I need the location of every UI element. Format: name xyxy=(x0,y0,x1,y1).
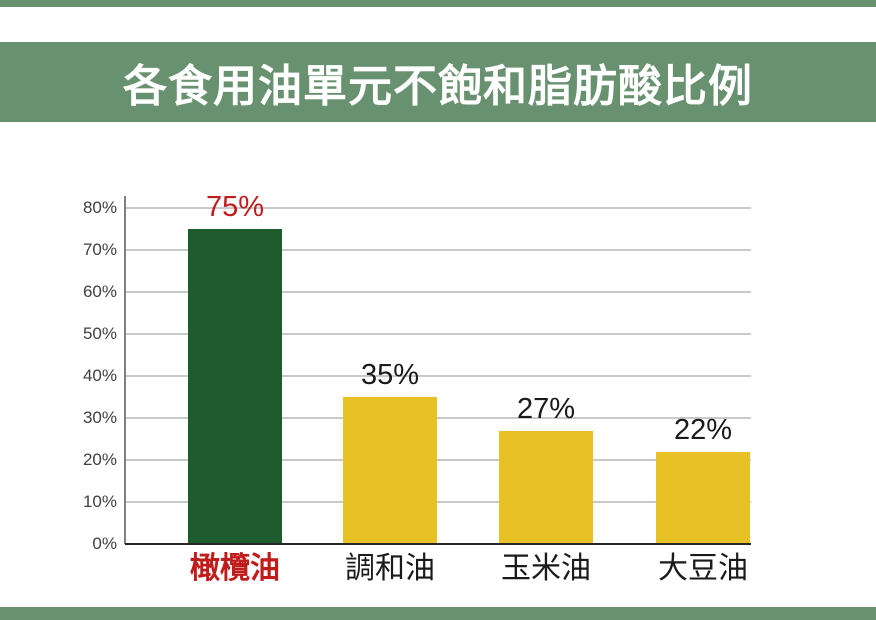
top-border-strip xyxy=(0,0,876,7)
bar-value-label: 22% xyxy=(673,414,733,446)
gridline-70 xyxy=(125,249,751,251)
gridline-50 xyxy=(125,333,751,335)
x-axis-line xyxy=(125,543,751,545)
plot-area: 75% 35% 27% 22% xyxy=(124,192,751,545)
y-axis-tick-label: 40% xyxy=(82,366,117,385)
chart-bar-3 xyxy=(499,431,593,544)
category-label: 玉米油 xyxy=(501,552,591,585)
bar-value-label: 75% xyxy=(205,191,265,223)
title-banner: 各食用油單元不飽和脂肪酸比例 xyxy=(0,42,876,122)
y-axis-tick-label: 20% xyxy=(82,450,117,469)
chart-bar-1 xyxy=(188,229,282,544)
y-axis-tick-label: 0% xyxy=(92,534,117,553)
y-axis-line xyxy=(124,196,126,544)
y-axis-tick-label: 70% xyxy=(82,240,117,259)
y-axis-tick-label: 10% xyxy=(82,492,117,511)
chart-bar-2 xyxy=(343,397,437,544)
y-axis-tick-label: 30% xyxy=(82,408,117,427)
chart-bar-4 xyxy=(656,452,750,544)
gridline-60 xyxy=(125,291,751,293)
y-axis-tick-label: 80% xyxy=(82,198,117,217)
bar-value-label: 35% xyxy=(360,359,420,391)
gridline-10 xyxy=(125,501,751,503)
category-label: 大豆油 xyxy=(658,552,748,585)
gridline-30 xyxy=(125,417,751,419)
y-axis-tick-label: 60% xyxy=(82,282,117,301)
gridline-80 xyxy=(125,207,751,209)
bottom-border-strip xyxy=(0,607,876,620)
y-axis-tick-label: 50% xyxy=(82,324,117,343)
chart-title: 各食用油單元不飽和脂肪酸比例 xyxy=(123,62,753,111)
gridline-20 xyxy=(125,459,751,461)
category-label: 調和油 xyxy=(345,552,435,585)
category-label: 橄欖油 xyxy=(190,552,280,585)
bar-value-label: 27% xyxy=(516,393,576,425)
gridline-40 xyxy=(125,375,751,377)
